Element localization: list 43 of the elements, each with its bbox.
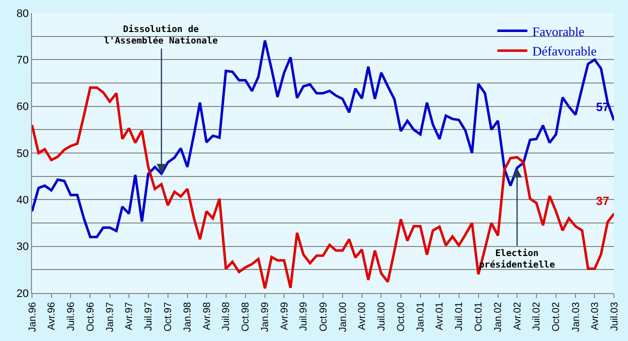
x-tick-label: Juil.02 — [532, 302, 543, 331]
x-tick-label: Avr.96 — [46, 302, 58, 330]
x-tick-label: Juil.97 — [144, 302, 155, 331]
x-tick-label: Jan.98 — [182, 302, 194, 332]
y-tick-label: 60 — [16, 101, 29, 114]
x-tick-label: Juil.98 — [221, 302, 232, 331]
y-tick-label: 40 — [16, 194, 29, 207]
x-tick-label: Oct.97 — [163, 302, 174, 332]
y-tick-label: 50 — [16, 148, 29, 160]
y-tick-label: 80 — [16, 8, 29, 20]
x-tick-label: Avr.00 — [357, 302, 368, 330]
legend-label: Favorable — [532, 24, 585, 39]
x-tick-label: Oct.99 — [318, 302, 330, 332]
annotation: 37 — [596, 194, 610, 208]
x-tick-label: Juil.00 — [376, 302, 388, 331]
x-tick-label: Avr.98 — [202, 302, 213, 330]
x-tick-label: Oct.98 — [240, 302, 252, 332]
x-tick-label: Juil.01 — [454, 302, 466, 331]
legend-label: Défavorable — [532, 44, 597, 59]
x-tick-label: Jan.97 — [105, 302, 116, 332]
annotation: Dissolution de l'Assemblée Nationale — [104, 24, 218, 47]
x-tick-label: Oct.01 — [474, 302, 485, 332]
x-tick-label: Avr.99 — [279, 302, 290, 330]
x-tick-label: Jan.02 — [493, 302, 504, 332]
x-tick-label: Juil.03 — [609, 302, 620, 331]
x-tick-label: Juil.99 — [298, 302, 310, 331]
x-tick-label: Jan.00 — [338, 302, 349, 332]
x-tick-label: Jan.96 — [27, 302, 38, 332]
x-tick-label: Jan.01 — [416, 302, 427, 332]
x-tick-label: Oct.02 — [551, 302, 562, 332]
x-tick-label: Oct.00 — [396, 302, 408, 332]
x-tick-label: Avr.03 — [590, 302, 601, 330]
x-tick-label: Avr.02 — [512, 302, 524, 330]
x-tick-label: Jan.99 — [260, 302, 272, 332]
line-series — [32, 86, 614, 290]
x-tick-label: Avr.97 — [124, 302, 136, 330]
y-tick-label: 20 — [16, 288, 29, 300]
y-tick-label: 70 — [16, 54, 29, 67]
x-tick-label: Jan.03 — [570, 302, 582, 332]
y-tick-label: 30 — [16, 241, 29, 254]
x-tick-label: Avr.01 — [434, 302, 446, 330]
x-tick-label: Juil.96 — [66, 302, 77, 331]
x-tick-label: Oct.96 — [85, 302, 96, 332]
